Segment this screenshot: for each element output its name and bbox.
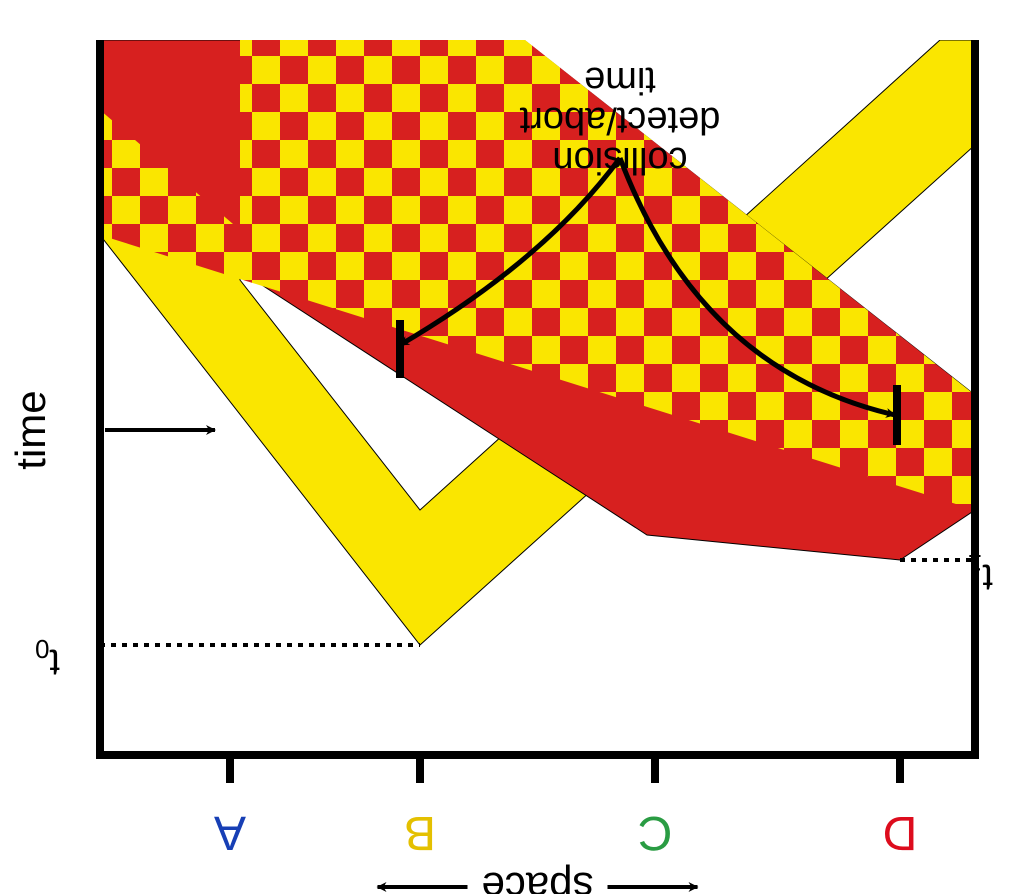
annotation-line-3: time xyxy=(584,59,656,101)
station-label-B: B xyxy=(404,806,436,859)
station-label-D: D xyxy=(883,806,918,859)
station-label-C: C xyxy=(638,806,673,859)
annotation-line-2: detect/abort xyxy=(519,99,720,141)
diagram-stage: A B C D space time t0 t1 collision detec… xyxy=(0,0,1024,894)
station-label-A: A xyxy=(214,806,246,859)
y-axis-label: time xyxy=(7,390,54,469)
spacetime-diagram: A B C D space time t0 t1 collision detec… xyxy=(0,0,1024,894)
x-axis-label: space xyxy=(481,864,593,894)
t0-label: t0 xyxy=(35,634,60,683)
